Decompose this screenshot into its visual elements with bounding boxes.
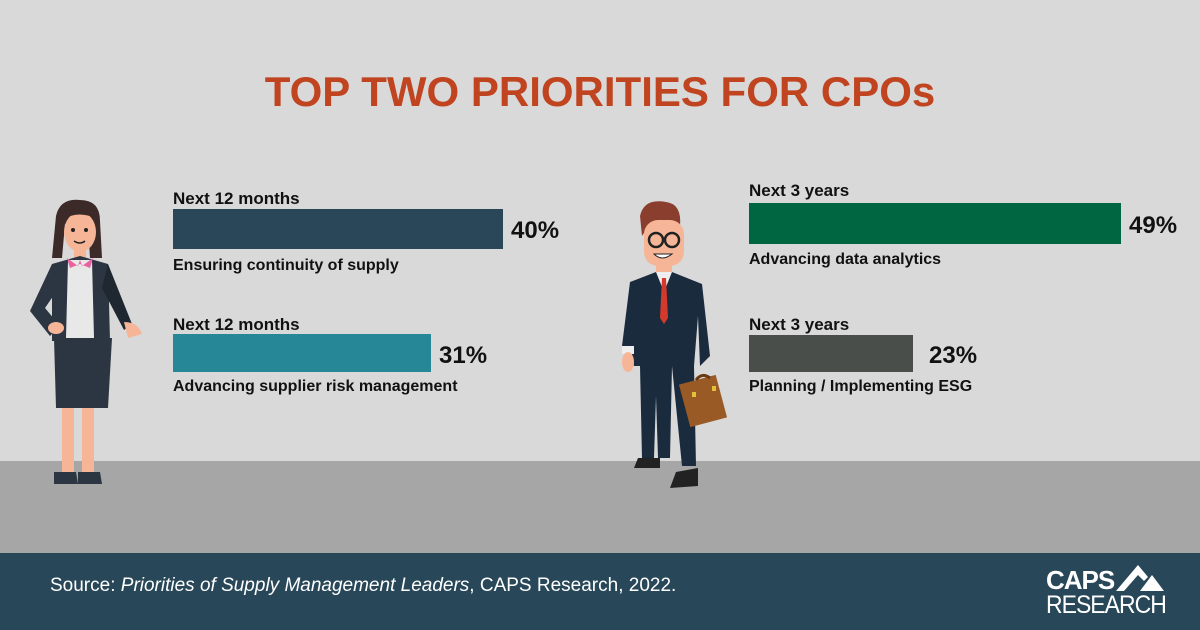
source-title: Priorities of Supply Management Leaders [120, 575, 470, 596]
source-prefix: Source: [50, 575, 121, 596]
floor-band [0, 461, 1200, 553]
value-label: 40% [511, 217, 560, 244]
period-label: Next 12 months [173, 315, 300, 334]
value-label: 49% [1129, 212, 1178, 239]
businessman-illustration [622, 201, 728, 488]
bar-planning-implementing-esg [749, 335, 913, 372]
bar-advancing-supplier-risk-management [173, 334, 431, 372]
mountain-icon [1116, 565, 1164, 591]
bar-advancing-data-analytics [749, 203, 1121, 244]
footer: Source: Priorities of Supply Management … [0, 553, 1200, 630]
chart-title: TOP TWO PRIORITIES FOR CPOs [264, 68, 936, 115]
value-label: 31% [439, 342, 488, 369]
bar-ensuring-continuity-of-supply [173, 209, 503, 249]
category-label: Ensuring continuity of supply [173, 257, 399, 274]
businesswoman-illustration [30, 199, 142, 484]
logo-caps-text: CAPS [1046, 565, 1115, 595]
caps-research-logo: CAPS RESEARCH [1046, 563, 1167, 623]
category-label: Advancing supplier risk management [173, 378, 458, 395]
source-citation: Source: Priorities of Supply Management … [50, 575, 676, 597]
period-label: Next 3 years [749, 181, 850, 200]
source-suffix: , CAPS Research, 2022. [469, 575, 677, 596]
period-label: Next 3 years [749, 315, 850, 334]
value-label: 23% [929, 342, 978, 369]
category-label: Advancing data analytics [749, 251, 942, 268]
period-label: Next 12 months [173, 189, 300, 208]
logo-research-text: RESEARCH [1046, 590, 1167, 619]
category-label: Planning / Implementing ESG [749, 378, 973, 395]
